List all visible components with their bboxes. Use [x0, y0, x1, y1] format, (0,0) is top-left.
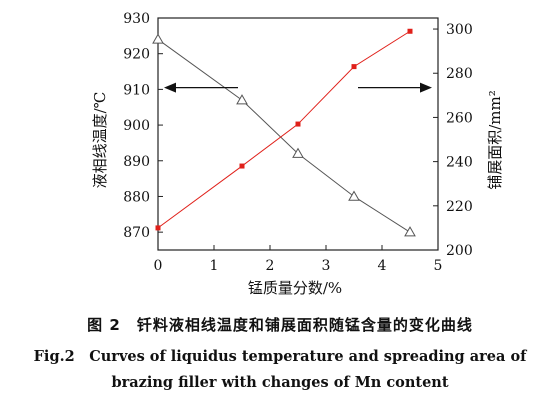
- data-point-square: [295, 121, 301, 127]
- y-left-tick-label: 890: [123, 154, 150, 170]
- y-right-tick-label: 240: [446, 155, 473, 171]
- x-axis-title: 锰质量分数/%: [248, 279, 342, 297]
- y-left-tick-label: 920: [123, 47, 150, 63]
- y-right-tick-label: 300: [446, 22, 473, 38]
- y-right-tick-label: 220: [446, 199, 473, 215]
- y-right-tick-label: 260: [446, 110, 473, 126]
- data-point-square: [407, 28, 413, 34]
- data-point-triangle: [404, 226, 416, 237]
- series-line-right: [157, 30, 411, 229]
- data-point-triangle: [152, 33, 164, 44]
- x-tick-label: 2: [266, 258, 275, 274]
- y-left-tick-label: 910: [123, 82, 150, 98]
- data-point-square: [155, 225, 161, 231]
- x-tick-label: 0: [154, 258, 163, 274]
- y-right-tick-label: 280: [446, 66, 473, 82]
- axis-indicator-arrows: [164, 82, 432, 93]
- y-left-tick-label: 930: [123, 11, 150, 27]
- y-right-tick-label: 200: [446, 243, 473, 259]
- y-axis-right-title: 铺展面积/mm²: [486, 90, 504, 190]
- x-tick-label: 3: [322, 258, 331, 274]
- plot-frame: [157, 17, 439, 251]
- y-axis-left-title: 液相线温度/℃: [91, 92, 109, 189]
- axes: [157, 17, 439, 251]
- series: [152, 28, 416, 237]
- chart: 0 1 2 3 4 5 870 880 890 900 910 920 930 200 220 240 260 2…: [91, 11, 504, 297]
- figure-caption-chinese: 图 2 钎料液相线温度和铺展面积随锰含量的变化曲线: [87, 316, 473, 334]
- y-left-tick-label: 880: [123, 189, 150, 205]
- figure-caption-english-line2: brazing filler with changes of Mn conten…: [111, 374, 449, 391]
- y-left-tick-label: 870: [123, 225, 150, 241]
- data-point-square: [351, 64, 357, 70]
- y-left-tick-label: 900: [123, 118, 150, 134]
- data-point-square: [239, 163, 245, 169]
- ticks: 0 1 2 3 4 5 870 880 890 900 910 920 930 200 220 240 260 2…: [123, 11, 472, 274]
- x-tick-label: 5: [434, 258, 443, 274]
- data-point-triangle: [292, 147, 304, 158]
- figure-caption-english-line1: Fig.2 Curves of liquidus temperature and…: [33, 348, 527, 365]
- data-point-triangle: [348, 190, 360, 201]
- right-arrow-head: [420, 82, 432, 93]
- left-arrow-head: [164, 82, 176, 93]
- x-tick-label: 4: [378, 258, 387, 274]
- series-line-left: [157, 39, 411, 233]
- data-point-triangle: [236, 94, 248, 105]
- x-tick-label: 1: [210, 258, 219, 274]
